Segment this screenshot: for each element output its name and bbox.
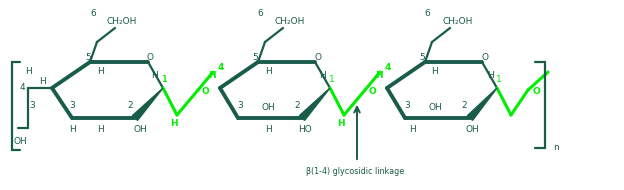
Text: 1: 1 — [329, 75, 335, 85]
Text: H: H — [375, 71, 383, 81]
Text: H: H — [432, 67, 439, 77]
Text: H: H — [97, 67, 104, 77]
Text: H: H — [69, 126, 76, 135]
Text: H: H — [319, 70, 326, 79]
Text: 2: 2 — [461, 101, 467, 109]
Text: 6: 6 — [424, 9, 430, 17]
Text: O: O — [532, 88, 540, 97]
Text: H: H — [409, 126, 416, 135]
Text: OH: OH — [13, 138, 27, 146]
Text: O: O — [368, 88, 376, 97]
Text: 6: 6 — [90, 9, 96, 17]
Text: 3: 3 — [29, 101, 35, 109]
Text: 3: 3 — [237, 101, 243, 109]
Text: HO: HO — [298, 126, 312, 135]
Text: CH₂OH: CH₂OH — [275, 17, 305, 26]
Text: OH: OH — [133, 126, 147, 135]
Text: 4: 4 — [385, 63, 391, 71]
Text: 5: 5 — [252, 52, 258, 62]
Text: 5: 5 — [419, 52, 425, 62]
Text: H: H — [208, 71, 216, 81]
Text: 6: 6 — [257, 9, 263, 17]
Text: OH: OH — [428, 104, 442, 112]
Text: 4: 4 — [218, 63, 224, 71]
Text: H: H — [265, 126, 271, 135]
Text: 1: 1 — [496, 75, 502, 85]
Text: OH: OH — [465, 126, 479, 135]
Text: 3: 3 — [69, 101, 75, 109]
Text: 1: 1 — [162, 75, 168, 85]
Text: H: H — [487, 70, 494, 79]
Text: OH: OH — [261, 104, 275, 112]
Text: H: H — [24, 67, 31, 77]
Text: 4: 4 — [19, 83, 25, 93]
Text: β(1-4) glycosidic linkage: β(1-4) glycosidic linkage — [306, 168, 404, 177]
Text: 1: 1 — [162, 75, 168, 85]
Text: n: n — [553, 143, 559, 153]
Text: 5: 5 — [85, 52, 91, 62]
Text: 2: 2 — [294, 101, 300, 109]
Polygon shape — [132, 88, 163, 120]
Text: H: H — [39, 78, 46, 86]
Text: O: O — [147, 52, 154, 62]
Text: CH₂OH: CH₂OH — [107, 17, 137, 26]
Text: CH₂OH: CH₂OH — [443, 17, 473, 26]
Polygon shape — [300, 88, 330, 120]
Text: H: H — [265, 67, 271, 77]
Text: O: O — [482, 52, 489, 62]
Text: 3: 3 — [404, 101, 410, 109]
Text: O: O — [201, 88, 209, 97]
Text: 2: 2 — [127, 101, 133, 109]
Text: O: O — [314, 52, 321, 62]
Text: H: H — [170, 119, 178, 127]
Text: H: H — [152, 70, 158, 79]
Text: H: H — [337, 119, 345, 127]
Polygon shape — [467, 88, 497, 120]
Text: H: H — [97, 126, 104, 135]
